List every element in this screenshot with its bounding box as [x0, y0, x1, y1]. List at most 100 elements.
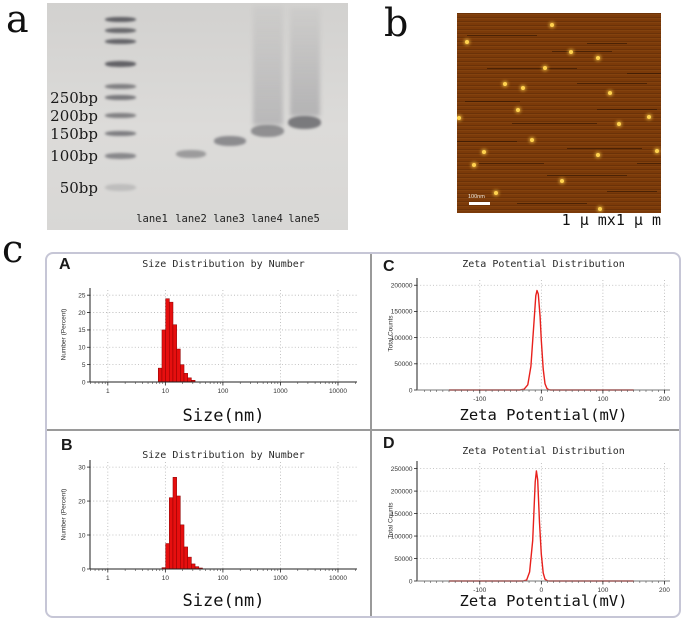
x-tick-label: 100: [597, 396, 608, 403]
x-tick-label: 100: [217, 388, 228, 395]
gel-lane-label: lane5: [288, 213, 320, 225]
gel-lane-label: lane3: [213, 213, 245, 225]
histogram-bar: [169, 497, 174, 570]
afm-nanoparticle-dot: [596, 56, 600, 60]
chart-a-x-axis-label: Size(nm): [182, 406, 265, 426]
histogram-bar: [165, 543, 170, 570]
afm-surface-streak: [487, 68, 577, 69]
chart-quadrant-d: 0 50000 100000 150000 200000 250000 -100 0 100 20…: [371, 431, 679, 616]
gel-ladder-band: [105, 153, 136, 159]
afm-surface-streak: [627, 73, 661, 74]
gel-lane-label: lane4: [251, 213, 283, 225]
gel-sample-band: [214, 136, 246, 146]
histogram-bar: [180, 364, 185, 383]
afm-nanoparticle-dot: [647, 115, 651, 119]
chart-quadrant-b: 0 10 20 30 1 10 100 1000 10000 B Size Distributi…: [47, 431, 371, 616]
afm-surface-streak: [607, 191, 657, 192]
afm-surface-streak: [577, 83, 647, 84]
gel-electrophoresis-image: 250bp 200bp 150bp 100bp 50bp lane1 lane2 lane3 l…: [47, 3, 348, 230]
afm-nanoparticle-dot: [516, 108, 520, 112]
x-tick-label: 0: [540, 396, 544, 403]
x-tick-label: 10000: [329, 575, 347, 582]
gel-lane-label: lane1: [136, 213, 168, 225]
chart-quadrant-c: 0 50000 100000 150000 200000 -100 0 100 200 C Ze…: [371, 254, 679, 431]
afm-nanoparticle-dot: [543, 66, 547, 70]
gel-marker-label: 150bp: [50, 124, 98, 143]
gel-sample-band: [288, 116, 321, 129]
panel-c-letter: c: [2, 227, 24, 271]
y-tick-label: 100000: [391, 533, 413, 540]
y-tick-label: 250000: [391, 466, 413, 473]
zeta-potential-chart-d: 0 50000 100000 150000 200000 250000 -100 0 100 20…: [391, 461, 670, 594]
gel-ladder-band: [105, 95, 136, 100]
gel-marker-label: 100bp: [50, 147, 98, 165]
y-tick-label: 200000: [391, 488, 413, 495]
zeta-curve: [449, 470, 634, 582]
chart-c-title: Zeta Potential Distribution: [462, 259, 625, 270]
histogram-bar: [180, 524, 185, 570]
chart-a-title: Size Distribution by Number: [142, 259, 305, 270]
chart-d-x-axis-label: Zeta Potential(mV): [459, 592, 628, 610]
y-tick-label: 50000: [394, 361, 412, 368]
afm-nanoparticle-dot: [550, 23, 554, 27]
afm-scale-bar-label: 100nm: [468, 194, 485, 200]
y-tick-label: 0: [409, 578, 413, 585]
panel-b-letter: b: [384, 1, 409, 45]
y-tick-label: 5: [82, 362, 86, 369]
y-tick-label: 200000: [391, 283, 413, 290]
chart-a-y-axis-label: Number (Percent): [60, 308, 68, 361]
afm-nanoparticle-dot: [457, 116, 461, 120]
afm-nanoparticle-dot: [482, 150, 486, 154]
gel-sample-band: [176, 150, 206, 158]
afm-nanoparticle-dot: [608, 91, 612, 95]
x-tick-label: 0: [540, 587, 544, 594]
afm-surface-streak: [479, 163, 544, 164]
histogram-bar: [161, 329, 166, 383]
afm-nanoparticle-dot: [494, 191, 498, 195]
gel-lane-smear: [290, 8, 320, 116]
y-tick-label: 30: [78, 464, 86, 471]
y-tick-label: 100000: [391, 335, 413, 342]
zeta-curve: [449, 289, 634, 391]
gel-ladder-band: [105, 17, 136, 22]
histogram-bar: [176, 495, 181, 570]
afm-surface-streak: [587, 43, 627, 44]
afm-surface-streak: [517, 203, 587, 204]
x-tick-label: 100: [597, 587, 608, 594]
gel-ladder-band: [105, 113, 136, 118]
size-distribution-chart-b: 0 10 20 30 1 10 100 1000 10000: [78, 460, 357, 582]
afm-image: 100nm: [457, 13, 661, 213]
histogram-bar: [157, 367, 163, 383]
chart-d-label: D: [383, 435, 395, 452]
gel-marker-label: 200bp: [50, 106, 98, 125]
gel-ladder-band: [105, 28, 136, 33]
gel-lane-smear: [253, 6, 283, 125]
gel-marker-label: 50bp: [59, 178, 98, 197]
afm-surface-streak: [567, 148, 642, 149]
afm-nanoparticle-dot: [617, 122, 621, 126]
afm-nanoparticle-dot: [465, 40, 469, 44]
afm-surface-streak: [547, 175, 627, 176]
chart-c-y-axis-label: Total Counts: [387, 315, 395, 352]
chart-d-y-axis-label: Total Counts: [387, 502, 395, 539]
gel-lane-label: lane2: [175, 213, 207, 225]
histogram-bar: [169, 301, 174, 383]
chart-b-label: B: [61, 437, 73, 454]
y-tick-label: 150000: [391, 309, 413, 316]
y-tick-label: 150000: [391, 511, 413, 518]
afm-nanoparticle-dot: [503, 82, 507, 86]
gel-sample-band: [251, 125, 284, 137]
x-tick-label: 10: [162, 388, 170, 395]
afm-surface-streak: [512, 123, 597, 124]
chart-c-x-axis-label: Zeta Potential(mV): [459, 406, 628, 424]
y-tick-label: 25: [78, 293, 86, 300]
panel-c-vertical-divider: [370, 254, 372, 616]
histogram-bar: [172, 324, 177, 383]
x-tick-label: 1: [106, 388, 110, 395]
x-tick-label: 200: [659, 587, 670, 594]
afm-nanoparticle-dot: [655, 149, 659, 153]
y-tick-label: 20: [78, 498, 86, 505]
gel-marker-label: 250bp: [50, 88, 98, 107]
afm-nanoparticle-dot: [598, 207, 602, 211]
